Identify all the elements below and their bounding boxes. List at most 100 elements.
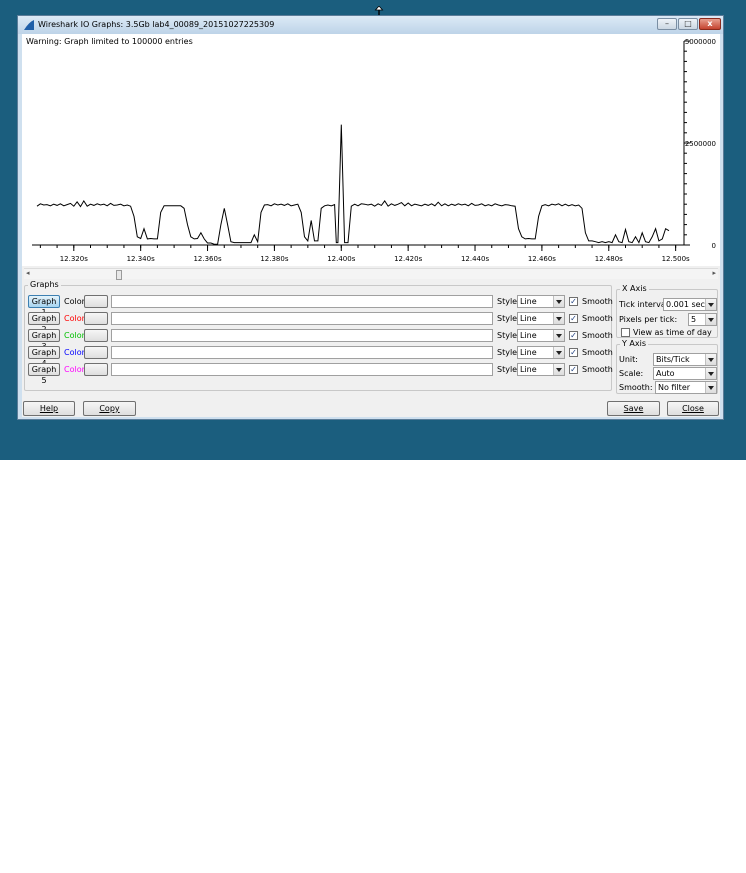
tick-interval-value: 0.001 sec <box>666 300 705 309</box>
maximize-button[interactable]: □ <box>678 18 698 30</box>
window-title: Wireshark IO Graphs: 3.5Gb lab4_00089_20… <box>38 20 275 29</box>
chevron-down-icon[interactable] <box>553 296 564 307</box>
graph-3-filter-button[interactable] <box>84 329 108 342</box>
scroll-left-icon[interactable]: ◂ <box>26 269 30 277</box>
copy-button[interactable]: Copy <box>83 401 136 416</box>
graph-5-button[interactable]: Graph 5 <box>28 363 60 385</box>
graph-3-filter-input[interactable] <box>111 329 493 342</box>
horizontal-scrollbar[interactable]: ◂ ▸ <box>24 268 718 280</box>
check-icon: ✓ <box>570 314 577 323</box>
graph-2-filter-button[interactable] <box>84 312 108 325</box>
check-icon: ✓ <box>570 331 577 340</box>
scale-value: Auto <box>656 369 675 378</box>
unit-select[interactable]: Bits/Tick <box>653 353 717 366</box>
graph-2-color-label[interactable]: Color <box>64 314 85 323</box>
chevron-down-icon[interactable] <box>705 299 716 310</box>
x-axis-group-label: X Axis <box>620 284 649 293</box>
y-smooth-value: No filter <box>658 383 691 392</box>
copy-button-label: Copy <box>99 404 120 413</box>
window-client-area: Warning: Graph limited to 100000 entries… <box>22 34 720 417</box>
check-icon: ✓ <box>570 348 577 357</box>
check-icon: ✓ <box>570 365 577 374</box>
y-smooth-select[interactable]: No filter <box>655 381 717 394</box>
chevron-down-icon[interactable] <box>705 382 716 393</box>
graph-1-button[interactable]: Graph 1 <box>28 295 60 317</box>
graph-2-filter-input[interactable] <box>111 312 493 325</box>
graph-3-button[interactable]: Graph 3 <box>28 329 60 351</box>
tick-interval-select[interactable]: 0.001 sec <box>663 298 717 311</box>
x-tick-label: 12.480s <box>595 255 623 263</box>
graph-area[interactable]: Warning: Graph limited to 100000 entries… <box>22 34 720 266</box>
graph-3-color-label[interactable]: Color <box>64 331 85 340</box>
graph-4-smooth-checkbox[interactable]: ✓ <box>569 348 578 357</box>
graph-4-filter-input[interactable] <box>111 346 493 359</box>
title-bar[interactable]: Wireshark IO Graphs: 3.5Gb lab4_00089_20… <box>18 16 723 34</box>
x-tick-label: 12.440s <box>461 255 489 263</box>
graph-1-style-value: Line <box>520 297 537 306</box>
graph-5-filter-input[interactable] <box>111 363 493 376</box>
graph-2-style-select[interactable]: Line <box>517 312 565 325</box>
save-button[interactable]: Save <box>607 401 660 416</box>
warning-text: Warning: Graph limited to 100000 entries <box>26 37 193 46</box>
graph-1-style-label: Style: <box>497 297 520 306</box>
chevron-down-icon[interactable] <box>705 368 716 379</box>
chevron-down-icon[interactable] <box>553 364 564 375</box>
chevron-down-icon[interactable] <box>705 354 716 365</box>
graphs-group: Graphs Graph 1 Color Style: Line ✓ Smoot… <box>24 280 613 391</box>
graph-5-style-select[interactable]: Line <box>517 363 565 376</box>
graph-2-smooth-checkbox[interactable]: ✓ <box>569 314 578 323</box>
x-axis-group: X Axis Tick interval: 0.001 sec Pixels p… <box>616 284 718 338</box>
graph-1-smooth-label: Smooth <box>582 297 613 306</box>
y-axis-group-label: Y Axis <box>620 339 649 348</box>
graph-3-style-select[interactable]: Line <box>517 329 565 342</box>
graph-1-filter-button[interactable] <box>84 295 108 308</box>
graph-2-button[interactable]: Graph 2 <box>28 312 60 334</box>
graph-4-style-value: Line <box>520 348 537 357</box>
chevron-down-icon[interactable] <box>553 330 564 341</box>
scrollbar-thumb[interactable] <box>116 270 122 280</box>
graph-5-smooth-label: Smooth <box>582 365 613 374</box>
pixels-per-tick-select[interactable]: 5 <box>688 313 717 326</box>
graph-5-filter-button[interactable] <box>84 363 108 376</box>
x-tick-label: 12.320s <box>60 255 88 263</box>
graph-3-smooth-checkbox[interactable]: ✓ <box>569 331 578 340</box>
graph-1-filter-input[interactable] <box>111 295 493 308</box>
help-button[interactable]: Help <box>23 401 75 416</box>
y-tick-label: 5000000 <box>685 38 716 46</box>
view-as-time-of-day-label: View as time of day <box>633 328 712 337</box>
pixels-per-tick-value: 5 <box>691 315 697 324</box>
close-button[interactable]: Close <box>667 401 719 416</box>
unit-value: Bits/Tick <box>656 355 690 364</box>
graph-4-filter-button[interactable] <box>84 346 108 359</box>
check-icon: ✓ <box>570 297 577 306</box>
close-window-button[interactable]: x <box>699 18 721 30</box>
minimize-button[interactable]: – <box>657 18 677 30</box>
series-line-1 <box>36 124 670 245</box>
graph-4-color-label[interactable]: Color <box>64 348 85 357</box>
x-tick-label: 12.360s <box>193 255 221 263</box>
graph-1-smooth-checkbox[interactable]: ✓ <box>569 297 578 306</box>
graph-4-style-select[interactable]: Line <box>517 346 565 359</box>
scale-label: Scale: <box>619 369 644 378</box>
io-graphs-window: Wireshark IO Graphs: 3.5Gb lab4_00089_20… <box>17 15 724 420</box>
chevron-down-icon[interactable] <box>553 313 564 324</box>
y-tick-label: 2500000 <box>685 140 716 148</box>
io-graph-chart: 12.320s 12.340s 12.360s 12.380s 12.400s 12.42… <box>32 38 716 263</box>
chevron-down-icon[interactable] <box>553 347 564 358</box>
graph-4-smooth-label: Smooth <box>582 348 613 357</box>
scale-select[interactable]: Auto <box>653 367 717 380</box>
graph-5-smooth-checkbox[interactable]: ✓ <box>569 365 578 374</box>
graph-5-color-label[interactable]: Color <box>64 365 85 374</box>
graph-row-5: Graph 5 Color Style: Line ✓ Smooth <box>25 362 613 385</box>
graph-3-smooth-label: Smooth <box>582 331 613 340</box>
chevron-down-icon[interactable] <box>705 314 716 325</box>
graph-1-style-select[interactable]: Line <box>517 295 565 308</box>
graph-row-2: Graph 2 Color Style: Line ✓ Smooth <box>25 311 613 334</box>
y-smooth-label: Smooth: <box>619 383 653 392</box>
graph-1-color-label[interactable]: Color <box>64 297 85 306</box>
graph-4-button[interactable]: Graph 4 <box>28 346 60 368</box>
scroll-right-icon[interactable]: ▸ <box>712 269 716 277</box>
graph-2-style-value: Line <box>520 314 537 323</box>
view-as-time-of-day-checkbox[interactable] <box>621 328 630 337</box>
graph-5-style-value: Line <box>520 365 537 374</box>
